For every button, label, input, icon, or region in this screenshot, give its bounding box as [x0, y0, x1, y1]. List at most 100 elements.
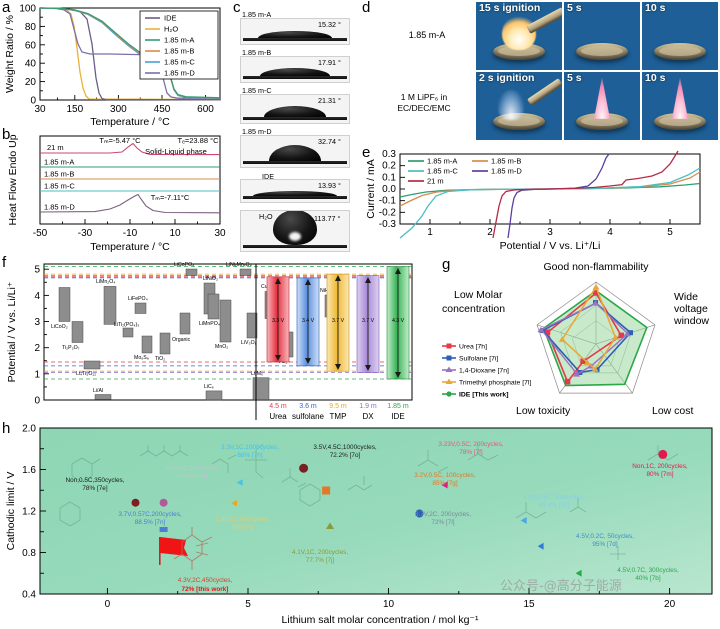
legend-item-d: 1.85 m-D — [164, 69, 195, 78]
sample-dish — [654, 43, 706, 60]
svg-text:Mo₆S₈: Mo₆S₈ — [134, 355, 149, 361]
svg-text:60: 60 — [25, 40, 37, 51]
svg-text:4: 4 — [607, 227, 613, 238]
radar-axis-label-1-line1: Wide — [674, 291, 698, 303]
contact-angle-value-c: 21.31 ° — [318, 96, 341, 105]
svg-text:2: 2 — [34, 343, 40, 354]
svg-text:LiV₃O₈: LiV₃O₈ — [241, 340, 257, 346]
droplet-highlight — [289, 232, 301, 241]
contact-angle-value-a: 15.32 ° — [318, 20, 341, 29]
flammability-cell-r1c3: 10 s — [642, 2, 718, 70]
svg-text:Trimethyl phosphate [7l]: Trimethyl phosphate [7l] — [459, 379, 531, 386]
panel-f-svg: 0 1 2 3 4 5 Potential / V vs. Li/Li⁺ — [6, 262, 413, 421]
svg-text:4: 4 — [34, 291, 40, 302]
svg-text:2.0: 2.0 — [22, 424, 36, 435]
svg-text:Li₄Ti₅O₁₂: Li₄Ti₅O₁₂ — [76, 371, 96, 377]
radar-axis-labels: Good non-flammability Wide voltage windo… — [442, 261, 709, 417]
ann-7d-l2: 95% [7d] — [592, 541, 617, 548]
ann-7n-l2: 88.5% [7n] — [135, 519, 166, 526]
panel-h-svg: 0.4 0.8 1.2 1.6 2.0 Cathodic limit / V 0… — [5, 424, 713, 626]
panel-e-xlabel: Potential / V vs. Li⁺/Li — [500, 240, 601, 252]
watermark: 公众号-@高分子能源 — [500, 579, 622, 594]
panel-f-potential-windows: f 0 1 2 3 4 5 Potential / V vs. Li/Li⁺ — [0, 254, 424, 422]
svg-text:1.2: 1.2 — [22, 507, 36, 518]
contact-angle-block-b — [240, 56, 350, 83]
radar-series-tmp — [558, 284, 619, 372]
ann-7l-l1: 3.7V,2C, 200cycles, — [415, 511, 471, 518]
contact-angle-label-d: 1.85 m-D — [242, 127, 272, 136]
cell-caption: 5 s — [567, 72, 582, 84]
svg-text:3: 3 — [34, 317, 40, 328]
ann-7f-l1: 3.23V,0.5C, 200cycles, — [438, 441, 503, 448]
legend-item-b: 1.85 m-B — [164, 47, 194, 56]
droplet-c — [264, 106, 326, 117]
panel-a-xlabel: Temperature / °C — [90, 116, 170, 128]
flame-icon — [498, 90, 524, 120]
svg-text:40: 40 — [25, 59, 37, 70]
svg-text:1: 1 — [34, 369, 40, 380]
contact-angle-label-ide: IDE — [262, 172, 274, 181]
svg-text:100: 100 — [19, 4, 36, 15]
ann-7f-l2: 78% [7f] — [459, 449, 483, 456]
panel-b-xlabel: Temperature / °C — [90, 241, 170, 253]
ann-7c-l2: 88.4% [7c] — [539, 502, 569, 509]
svg-text:Ti₂P₂O₇: Ti₂P₂O₇ — [62, 345, 80, 351]
substrate-line — [243, 117, 347, 120]
panel-h-xlabel: Lithium salt molar concentration / mol k… — [282, 614, 479, 626]
molecule-sketches — [59, 443, 679, 560]
svg-text:sulfolane: sulfolane — [292, 412, 325, 421]
svg-text:Low toxicity: Low toxicity — [516, 405, 571, 417]
legend-item-c: 1.85 m-C — [164, 58, 195, 67]
svg-text:2: 2 — [487, 227, 493, 238]
svg-text:LiₓMₓ: LiₓMₓ — [251, 371, 263, 377]
panel-g-letter: g — [442, 256, 451, 273]
ann-7b-l2: 40% [7b] — [635, 575, 660, 582]
svg-text:300: 300 — [110, 104, 127, 115]
ann-7o-l2: 72.2% [7o] — [330, 452, 361, 459]
panel-h-ylabel: Cathodic limit / V — [5, 472, 17, 551]
contact-angle-value-ide: 13.93 ° — [318, 181, 341, 190]
panel-f-electrode-labels: LiCoO₂ Ti₂P₂O₇ Li₄Ti₅O₁₂ LiMn₂O₄ LiTi₂(P… — [51, 262, 336, 394]
panel-a-legend: IDE H₂O 1.85 m-A 1.85 m-B 1.85 m-C 1.85 … — [139, 10, 219, 80]
svg-text:0.1: 0.1 — [382, 172, 396, 183]
panel-e-ylabel: Current / mA — [365, 159, 377, 219]
legend-e-b: 1.85 m-B — [491, 157, 521, 166]
svg-text:IDE: IDE — [391, 412, 404, 421]
panel-f-letter: f — [2, 254, 7, 271]
svg-text:1.85 m: 1.85 m — [387, 403, 409, 410]
svg-text:1: 1 — [427, 227, 433, 238]
ann-7a-l2: 88.2% [7a] — [177, 473, 208, 480]
cell-caption: 2 s ignition — [479, 72, 535, 84]
panel-e-legend: 1.85 m-A 1.85 m-B 1.85 m-C 1.85 m-D 21 m — [408, 157, 522, 186]
panel-a-letter: a — [2, 0, 11, 16]
panel-c-contact-angle: c 1.85 m-A 15.32 ° 1.85 m-B 17.91 ° 1.85… — [232, 0, 360, 254]
svg-text:Urea: Urea — [269, 412, 287, 421]
svg-text:0.4: 0.4 — [22, 590, 36, 601]
sample-dish — [576, 43, 628, 60]
svg-text:5: 5 — [667, 227, 673, 238]
flammability-cell-r2c2: 5 s — [564, 72, 640, 140]
droplet-ide — [253, 191, 337, 196]
panel-h-plot-area — [39, 427, 713, 595]
ann-7a-l1: 3.2V,1C,200cycles, — [165, 465, 220, 472]
svg-text:5: 5 — [34, 265, 40, 276]
legend-e-d: 1.85 m-D — [491, 167, 522, 176]
panel-e-letter: e — [362, 144, 371, 161]
svg-text:15: 15 — [523, 599, 535, 610]
svg-text:Sulfolane [7i]: Sulfolane [7i] — [459, 355, 498, 362]
panel-d-row2-label: 1 M LiPF₆ in EC/DEC/EMC — [378, 92, 470, 113]
annotation-phase: Solid-Liquid phase — [145, 147, 207, 156]
flammability-cell-r2c3: 10 s — [642, 72, 718, 140]
panel-a-svg: 0 20 40 60 80 100 30 150 300 450 600 — [4, 4, 221, 128]
svg-text:600: 600 — [197, 104, 214, 115]
legend-item-a: 1.85 m-A — [164, 36, 194, 45]
svg-text:-0.1: -0.1 — [379, 196, 397, 207]
svg-text:Urea [7h]: Urea [7h] — [459, 343, 487, 350]
contact-angle-value-b: 17.91 ° — [318, 58, 341, 67]
contact-angle-label-h2o: H₂O — [259, 212, 273, 221]
svg-text:0.3: 0.3 — [382, 149, 396, 160]
ann-7j1-l1: 3.4V,1C,300cycles, — [216, 516, 271, 523]
ann-7o-l1: 3.5V,4.5C,1000cycles, — [313, 444, 377, 451]
svg-text:TMP: TMP — [330, 412, 347, 421]
svg-text:4.3 V: 4.3 V — [392, 318, 405, 324]
